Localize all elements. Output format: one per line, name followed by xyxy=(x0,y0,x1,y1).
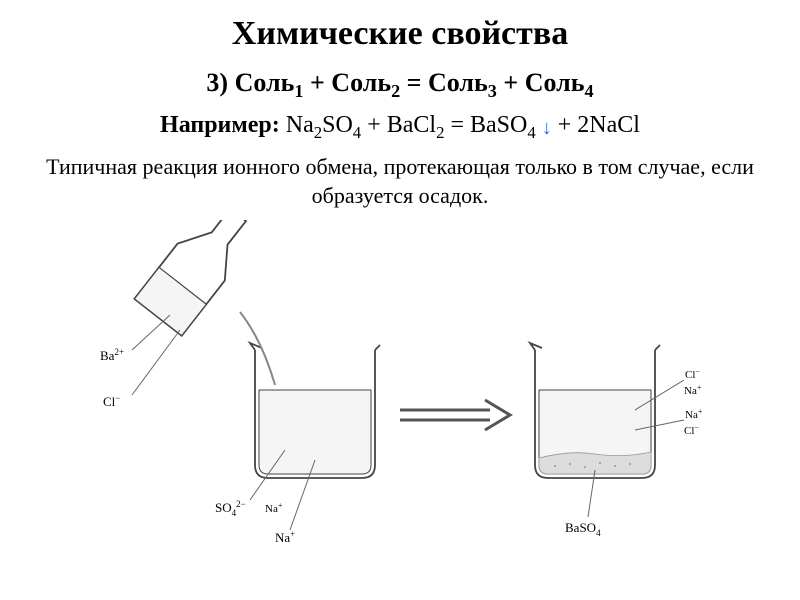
eq-sub4: 4 xyxy=(584,81,593,101)
baso4: BaSO xyxy=(470,112,527,138)
eq-sub2: 2 xyxy=(391,81,400,101)
na2so4-so4: SO xyxy=(322,112,353,138)
description: Типичная реакция ионного обмена, протека… xyxy=(30,153,770,210)
label-cl-ion-bottle: Cl− xyxy=(103,393,120,409)
label-cl-ion-2a: Cl− xyxy=(685,367,700,381)
eq-term1: Соль xyxy=(235,68,295,97)
label-precipitate: BaSO4 xyxy=(565,520,601,538)
nacl: NaCl xyxy=(589,112,640,138)
eq-prefix: 3) xyxy=(206,68,234,97)
baso4-sub: 4 xyxy=(527,123,535,142)
generic-equation: 3) Соль1 + Соль2 = Соль3 + Соль4 xyxy=(30,68,770,102)
eq-sub1: 1 xyxy=(294,81,303,101)
label-na-ion-2a: Na+ xyxy=(684,383,702,397)
reaction-diagram: Ba2+ Cl− SO42− Na+ Na+ Cl− Na+ Na+ xyxy=(30,220,770,550)
label-ba-ion: Ba2+ xyxy=(100,347,124,363)
label-na-ion-1a: Na+ xyxy=(265,501,283,515)
eq-sub3: 3 xyxy=(488,81,497,101)
beaker-1 xyxy=(250,343,380,478)
ex-plus2: + xyxy=(558,112,572,138)
eq-term2: Соль xyxy=(331,68,391,97)
example-line: Например: Na2SO4 + BaCl2 = BaSO4 ↓ + 2Na… xyxy=(30,112,770,143)
na2so4-sub1: 2 xyxy=(314,123,322,142)
reaction-arrow-icon xyxy=(400,400,510,430)
beaker-2 xyxy=(530,343,660,478)
ex-equals: = xyxy=(450,112,470,138)
bacl2-sub: 2 xyxy=(436,123,444,142)
label-so4-ion: SO42− xyxy=(215,499,246,518)
label-na-ion-2b: Na+ xyxy=(685,407,703,421)
bacl2: BaCl xyxy=(387,112,436,138)
eq-equals: = xyxy=(407,68,428,97)
example-label: Например: xyxy=(160,112,286,138)
na2so4-sub2: 4 xyxy=(353,123,361,142)
ex-plus: + xyxy=(367,112,387,138)
diagram-svg: Ba2+ Cl− SO42− Na+ Na+ Cl− Na+ Na+ xyxy=(80,220,720,550)
precipitate-arrow-icon: ↓ xyxy=(542,117,552,140)
eq-term4: Соль xyxy=(525,68,585,97)
eq-term3: Соль xyxy=(428,68,488,97)
nacl-coef: 2 xyxy=(577,112,589,138)
eq-plus2: + xyxy=(503,68,524,97)
page-title: Химические свойства xyxy=(30,15,770,53)
label-na-ion-1b: Na+ xyxy=(275,529,295,545)
na2so4: Na xyxy=(286,112,314,138)
label-cl-ion-2b: Cl− xyxy=(684,423,699,437)
eq-plus: + xyxy=(310,68,331,97)
